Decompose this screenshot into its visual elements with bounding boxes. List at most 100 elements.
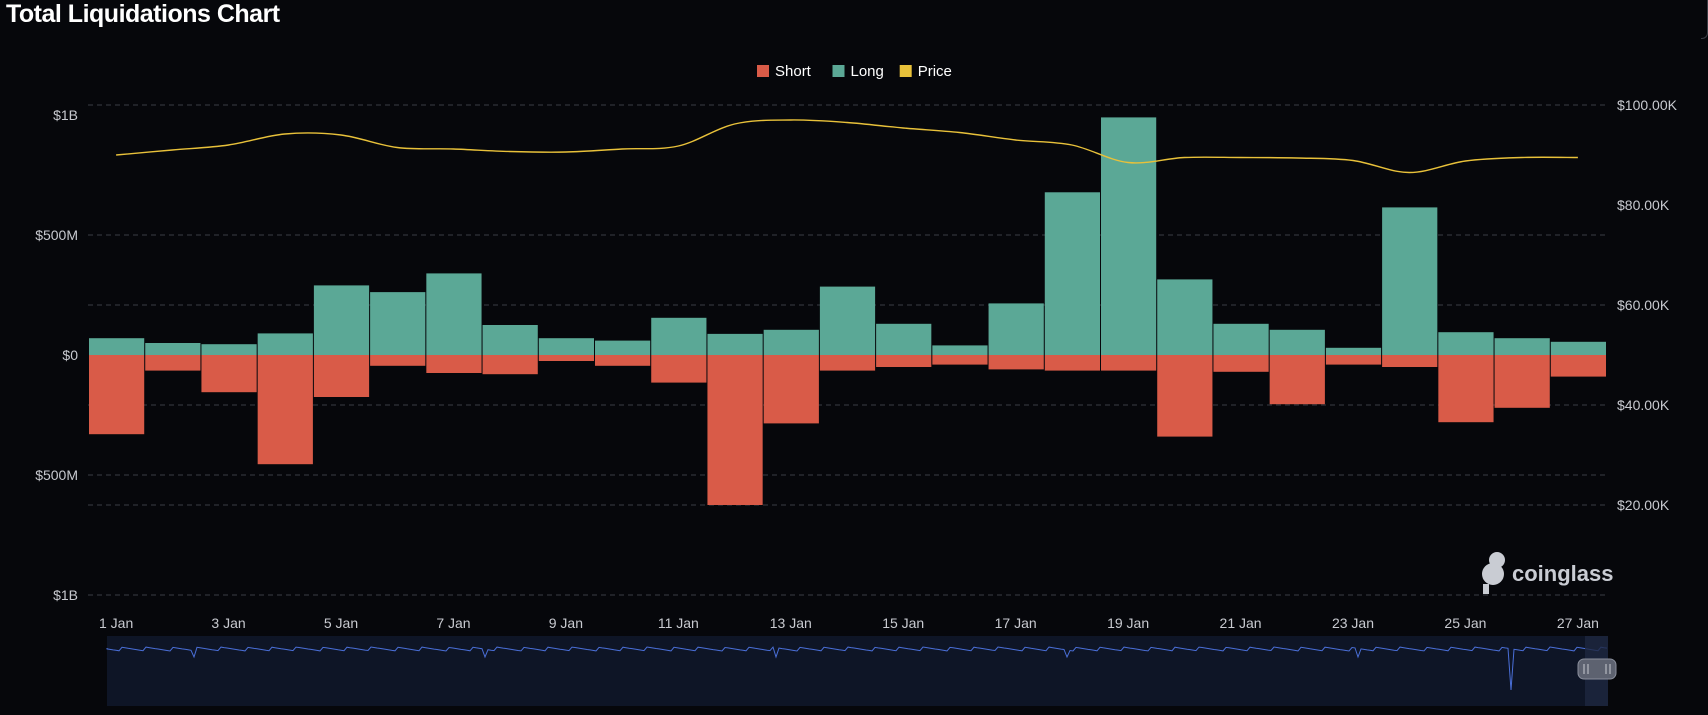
short-bar[interactable]	[370, 355, 426, 366]
short-bar[interactable]	[1101, 355, 1157, 371]
long-bar[interactable]	[257, 333, 313, 355]
long-bar[interactable]	[201, 344, 257, 355]
short-bar[interactable]	[819, 355, 876, 371]
long-bar[interactable]	[1269, 329, 1325, 355]
y-left-tick-label: $1B	[53, 587, 78, 603]
short-bar[interactable]	[257, 355, 313, 465]
short-bar[interactable]	[651, 355, 707, 383]
y-right-tick-label: $20.00K	[1617, 497, 1670, 513]
short-bar[interactable]	[1325, 355, 1382, 365]
watermark-text: coinglass	[1512, 561, 1613, 586]
short-bar[interactable]	[1157, 355, 1213, 437]
long-bar[interactable]	[932, 345, 988, 355]
legend-label-long[interactable]: Long	[851, 63, 884, 80]
y-left-tick-label: $500M	[35, 227, 78, 243]
short-bar[interactable]	[201, 355, 257, 393]
y-left-tick-label: $0	[62, 347, 78, 363]
long-bar[interactable]	[1382, 207, 1438, 355]
legend-label-short[interactable]: Short	[775, 63, 812, 80]
short-bar[interactable]	[1044, 355, 1100, 371]
long-bar[interactable]	[89, 338, 145, 355]
short-bar[interactable]	[988, 355, 1044, 370]
short-bar[interactable]	[707, 355, 763, 505]
x-tick-label: 11 Jan	[658, 615, 699, 631]
short-bar[interactable]	[313, 355, 370, 397]
long-bar[interactable]	[819, 286, 876, 355]
navigator-handle[interactable]	[1577, 658, 1617, 680]
price-line	[116, 119, 1578, 174]
navigator-background[interactable]	[107, 636, 1608, 706]
y-axis-left: $1B $500M $0 $500M $1B	[35, 107, 78, 603]
long-bar[interactable]	[1101, 117, 1157, 356]
coinglass-logo-icon	[1482, 552, 1505, 594]
long-bar[interactable]	[988, 303, 1044, 355]
x-tick-label: 1 Jan	[99, 615, 133, 631]
x-tick-label: 27 Jan	[1557, 615, 1599, 631]
short-bar[interactable]	[145, 355, 201, 371]
long-bar[interactable]	[482, 325, 538, 355]
long-bar[interactable]	[370, 292, 426, 355]
long-bar[interactable]	[1438, 332, 1494, 355]
range-navigator	[106, 636, 1617, 706]
legend-swatch-price[interactable]	[899, 65, 912, 77]
long-bar[interactable]	[313, 285, 370, 355]
long-bars	[89, 117, 1606, 356]
long-bar[interactable]	[763, 329, 819, 355]
long-bar[interactable]	[876, 323, 932, 355]
short-bar[interactable]	[538, 355, 594, 361]
logo-head	[1489, 552, 1505, 568]
short-bar[interactable]	[1269, 355, 1325, 405]
long-bar[interactable]	[651, 317, 707, 355]
long-bar[interactable]	[426, 273, 482, 355]
x-tick-label: 21 Jan	[1220, 615, 1262, 631]
y-right-tick-label: $40.00K	[1617, 397, 1670, 413]
price-series-line[interactable]	[116, 119, 1578, 174]
x-tick-label: 17 Jan	[995, 615, 1037, 631]
y-left-tick-label: $500M	[35, 467, 78, 483]
long-bar[interactable]	[538, 338, 594, 355]
navigator-series-line	[106, 646, 1608, 691]
short-bar[interactable]	[89, 355, 145, 435]
logo-body	[1482, 563, 1504, 585]
long-bar[interactable]	[595, 340, 651, 355]
x-tick-label: 3 Jan	[211, 615, 245, 631]
short-bar[interactable]	[763, 355, 819, 424]
long-bar[interactable]	[1550, 341, 1606, 355]
long-bar[interactable]	[145, 343, 201, 355]
x-axis: 1 Jan 3 Jan 5 Jan 7 Jan 9 Jan 11 Jan 13 Jan 15 …	[99, 615, 1599, 631]
long-bar[interactable]	[1157, 279, 1213, 355]
short-bar[interactable]	[595, 355, 651, 366]
long-bar[interactable]	[1044, 192, 1100, 355]
short-bar[interactable]	[482, 355, 538, 375]
short-bar[interactable]	[426, 355, 482, 373]
x-tick-label: 25 Jan	[1444, 615, 1486, 631]
long-bar[interactable]	[1494, 338, 1550, 355]
y-axis-right: $100.00K $80.00K $60.00K $40.00K $20.00K	[1617, 97, 1678, 513]
long-bar[interactable]	[1213, 323, 1269, 355]
short-bar[interactable]	[1550, 355, 1606, 377]
legend-label-price[interactable]: Price	[918, 63, 952, 80]
short-bar[interactable]	[932, 355, 988, 365]
long-bar[interactable]	[707, 333, 763, 355]
short-bar[interactable]	[876, 355, 932, 367]
long-bar[interactable]	[1325, 347, 1382, 355]
x-tick-label: 23 Jan	[1332, 615, 1374, 631]
legend-swatch-short[interactable]	[757, 65, 769, 77]
short-bar[interactable]	[1213, 355, 1269, 372]
x-tick-label: 19 Jan	[1107, 615, 1149, 631]
x-tick-label: 15 Jan	[882, 615, 924, 631]
x-tick-label: 7 Jan	[436, 615, 470, 631]
y-right-tick-label: $60.00K	[1617, 297, 1670, 313]
y-right-tick-label: $80.00K	[1617, 197, 1670, 213]
legend-swatch-long[interactable]	[832, 65, 845, 77]
x-tick-label: 9 Jan	[549, 615, 583, 631]
short-bar[interactable]	[1438, 355, 1494, 423]
short-bar[interactable]	[1382, 355, 1438, 367]
short-bar[interactable]	[1494, 355, 1550, 408]
coinglass-watermark: coinglass	[1482, 552, 1613, 594]
x-tick-label: 5 Jan	[324, 615, 358, 631]
logo-leg	[1483, 584, 1489, 594]
short-bars	[89, 355, 1606, 505]
legend: Short Long Price	[757, 63, 952, 80]
